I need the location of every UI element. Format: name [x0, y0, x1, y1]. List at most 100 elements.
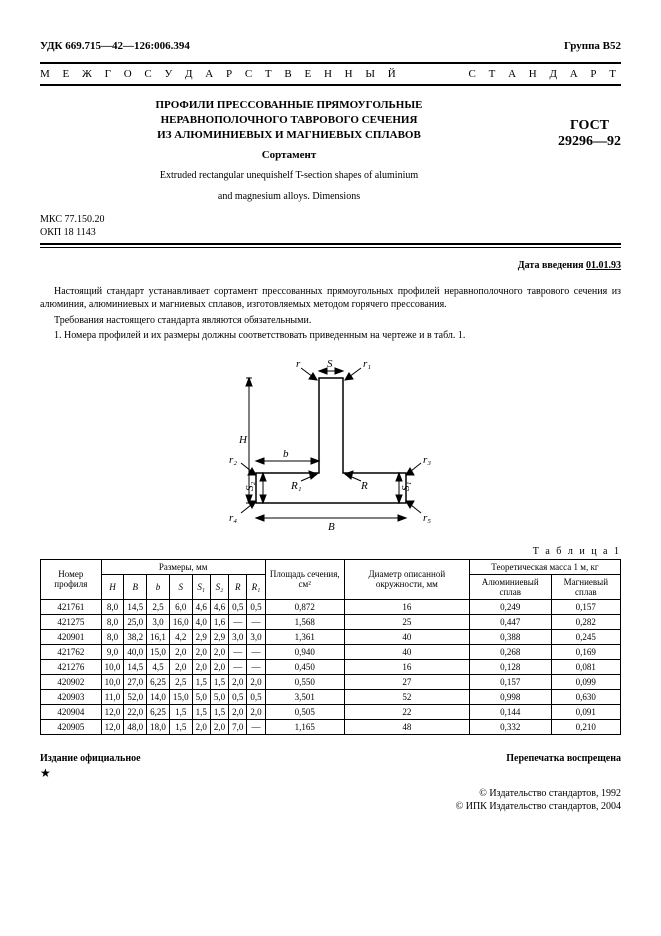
cell-n: 420905: [41, 719, 102, 734]
cell-b: 6,25: [147, 704, 170, 719]
cell-S2: 5,0: [210, 689, 228, 704]
rule-heavy-bottom: [40, 84, 621, 86]
cell-R1: 2,0: [247, 674, 265, 689]
title-en-1: Extruded rectangular unequishelf T-secti…: [40, 169, 538, 182]
th-diam: Диаметр описанной окружности, мм: [344, 559, 469, 599]
cell-R: 0,5: [229, 599, 247, 614]
table-row: 4209018,038,216,14,22,92,93,03,01,361400…: [41, 629, 621, 644]
cell-al: 0,128: [469, 659, 551, 674]
cell-n: 420903: [41, 689, 102, 704]
cell-d: 22: [344, 704, 469, 719]
cell-R1: —: [247, 614, 265, 629]
cell-area: 1,361: [265, 629, 344, 644]
cell-d: 40: [344, 644, 469, 659]
cell-S1: 1,5: [192, 674, 210, 689]
title-ru-1: ПРОФИЛИ ПРЕССОВАННЫЕ ПРЯМОУГОЛЬНЫЕ: [40, 98, 538, 113]
cell-al: 0,249: [469, 599, 551, 614]
cell-mg: 0,081: [551, 659, 620, 674]
page: УДК 669.715—42—126:006.394 Группа В52 М …: [0, 0, 661, 936]
cell-R1: —: [247, 659, 265, 674]
table-row: 42127610,014,54,52,02,02,0——0,450160,128…: [41, 659, 621, 674]
paragraph-3: 1. Номера профилей и их размеры должны с…: [40, 329, 621, 343]
cell-al: 0,332: [469, 719, 551, 734]
cell-B: 14,5: [124, 659, 147, 674]
cell-R: 3,0: [229, 629, 247, 644]
th-R-i: R: [235, 582, 241, 592]
cell-S1: 4,6: [192, 599, 210, 614]
gost-number: 29296—92: [558, 134, 621, 150]
title-ru-3: ИЗ АЛЮМИНИЕВЫХ И МАГНИЕВЫХ СПЛАВОВ: [40, 128, 538, 143]
cell-area: 0,550: [265, 674, 344, 689]
th-S2-i: S₂: [216, 582, 224, 592]
interstate-right: С Т А Н Д А Р Т: [469, 68, 621, 80]
cell-area: 0,505: [265, 704, 344, 719]
cell-al: 0,998: [469, 689, 551, 704]
t-section-diagram: r S r₁ H b r₂ R₁ R r₃ S₂ S₁ r₄ B r₅: [40, 353, 621, 538]
cell-R: 7,0: [229, 719, 247, 734]
copyright-block: © Издательство стандартов, 1992 © ИПК Из…: [40, 787, 621, 813]
cell-d: 48: [344, 719, 469, 734]
cell-mg: 0,099: [551, 674, 620, 689]
cell-mg: 0,169: [551, 644, 620, 659]
cell-S: 2,5: [169, 674, 192, 689]
title-text-block: ПРОФИЛИ ПРЕССОВАННЫЕ ПРЯМОУГОЛЬНЫЕ НЕРАВ…: [40, 98, 538, 203]
cell-S: 4,2: [169, 629, 192, 644]
cell-B: 27,0: [124, 674, 147, 689]
th-R: R: [229, 574, 247, 599]
mkc-code: МКС 77.150.20: [40, 213, 621, 226]
lbl-R1: R₁: [290, 480, 302, 492]
th-S: S: [169, 574, 192, 599]
cell-S2: 1,5: [210, 674, 228, 689]
th-R1: R₁: [247, 574, 265, 599]
lbl-r1: r₁: [363, 358, 371, 370]
cell-S2: 1,6: [210, 614, 228, 629]
rule-after-codes: [40, 243, 621, 245]
table-row: 4217618,014,52,56,04,64,60,50,50,872160,…: [41, 599, 621, 614]
cell-R1: —: [247, 719, 265, 734]
reprint-forbidden: Перепечатка воспрещена: [506, 753, 621, 764]
lbl-r5: r₅: [423, 512, 431, 524]
table-head: Номер профиля Размеры, мм Площадь сечени…: [41, 559, 621, 599]
cell-S1: 2,0: [192, 719, 210, 734]
cell-R1: 2,0: [247, 704, 265, 719]
cell-S1: 1,5: [192, 704, 210, 719]
cell-B: 52,0: [124, 689, 147, 704]
cell-S: 15,0: [169, 689, 192, 704]
lbl-r: r: [296, 358, 301, 370]
cell-R: 2,0: [229, 674, 247, 689]
group-code: Группа В52: [564, 40, 621, 52]
table-row: 42090311,052,014,015,05,05,00,50,53,5015…: [41, 689, 621, 704]
cell-al: 0,388: [469, 629, 551, 644]
cell-b: 3,0: [147, 614, 170, 629]
cell-d: 25: [344, 614, 469, 629]
cell-S1: 4,0: [192, 614, 210, 629]
title-ru-2: НЕРАВНОПОЛОЧНОГО ТАВРОВОГО СЕЧЕНИЯ: [40, 113, 538, 128]
introduction-date: Дата введения 01.01.93: [40, 260, 621, 271]
th-S-i: S: [179, 582, 184, 592]
title-en-2: and magnesium alloys. Dimensions: [40, 190, 538, 203]
th-B-i: B: [133, 582, 139, 592]
table-row: 42090512,048,018,01,52,02,07,0—1,165480,…: [41, 719, 621, 734]
cell-mg: 0,245: [551, 629, 620, 644]
okp-code: ОКП 18 1143: [40, 226, 621, 239]
th-mg: Магниевый сплав: [551, 574, 620, 599]
cell-R1: 0,5: [247, 689, 265, 704]
cell-b: 2,5: [147, 599, 170, 614]
cell-area: 3,501: [265, 689, 344, 704]
cell-n: 420902: [41, 674, 102, 689]
paragraph-2: Требования настоящего стандарта являются…: [40, 314, 621, 328]
cell-H: 12,0: [101, 704, 124, 719]
cell-b: 18,0: [147, 719, 170, 734]
gost-number-block: ГОСТ 29296—92: [538, 98, 621, 150]
lbl-b: b: [283, 448, 289, 460]
cell-al: 0,447: [469, 614, 551, 629]
cell-mg: 0,630: [551, 689, 620, 704]
th-dims: Размеры, мм: [101, 559, 265, 574]
cell-R: 2,0: [229, 704, 247, 719]
bottom-line: Издание официальное Перепечатка воспреще…: [40, 753, 621, 764]
cell-S: 2,0: [169, 659, 192, 674]
copyright-1: © Издательство стандартов, 1992: [40, 787, 621, 800]
star-mark: ★: [40, 766, 621, 781]
th-B: B: [124, 574, 147, 599]
cell-S2: 2,0: [210, 659, 228, 674]
